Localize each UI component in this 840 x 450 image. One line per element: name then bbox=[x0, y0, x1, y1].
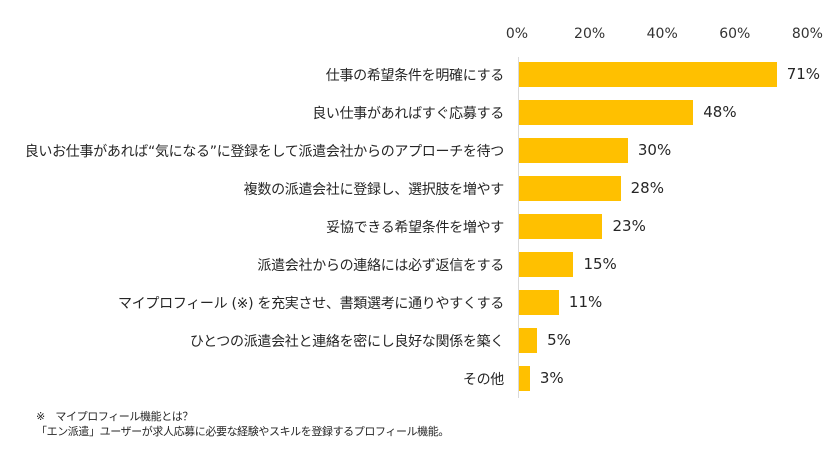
category-label: マイプロフィール (※) を充実させ、書類選考に通りやすくする bbox=[118, 296, 504, 312]
value-label: 48% bbox=[703, 103, 737, 121]
category-label: 妥協できる希望条件を増やす bbox=[326, 220, 504, 236]
category-label: ひとつの派遣会社と連絡を密にし良好な関係を築く bbox=[189, 334, 504, 350]
chart-row: 派遣会社からの連絡には必ず返信をする 15% bbox=[0, 252, 840, 278]
value-label: 11% bbox=[568, 293, 603, 311]
category-label: 仕事の希望条件を明確にする bbox=[325, 68, 505, 84]
value-label: 71% bbox=[786, 65, 821, 83]
footnote-description: 「エン派遣」ユーザーが求人応募に必要な経験やスキルを登録するプロフィール機能。 bbox=[36, 425, 449, 438]
bar bbox=[519, 100, 694, 125]
bar bbox=[519, 214, 603, 239]
x-axis-tick-label: 0% bbox=[505, 26, 529, 42]
x-axis-tick-label: 40% bbox=[646, 26, 678, 42]
value-label: 15% bbox=[583, 255, 617, 273]
category-label: 派遣会社からの連絡には必ず返信をする bbox=[257, 258, 504, 274]
category-label: 良い仕事があればすぐ応募する bbox=[312, 106, 504, 122]
chart-row: その他 3% bbox=[0, 366, 840, 392]
chart-row: 仕事の希望条件を明確にする 71% bbox=[0, 62, 840, 88]
chart-row: 良い仕事があればすぐ応募する 48% bbox=[0, 100, 840, 126]
chart-row: ひとつの派遣会社と連絡を密にし良好な関係を築く 5% bbox=[0, 328, 840, 354]
chart-row: 複数の派遣会社に登録し、選択肢を増やす 28% bbox=[0, 176, 840, 202]
y-axis-line bbox=[518, 57, 519, 398]
chart-row: 良いお仕事があれば“気になる”に登録をして派遣会社からのアプローチを待つ 30% bbox=[0, 138, 840, 164]
chart-row: 妥協できる希望条件を増やす 23% bbox=[0, 214, 840, 240]
bar bbox=[519, 290, 559, 315]
value-label: 28% bbox=[630, 179, 664, 197]
bar bbox=[519, 138, 628, 163]
x-axis-tick-label: 80% bbox=[791, 26, 823, 42]
bar bbox=[519, 252, 574, 277]
category-label: 良いお仕事があれば“気になる”に登録をして派遣会社からのアプローチを待つ bbox=[24, 144, 505, 160]
x-axis-tick-label: 60% bbox=[719, 26, 751, 42]
bar bbox=[519, 62, 777, 87]
value-label: 5% bbox=[547, 331, 571, 349]
value-label: 23% bbox=[612, 217, 646, 235]
bar bbox=[519, 328, 538, 353]
footnote-title: ※ マイプロフィール機能とは？ bbox=[36, 410, 193, 423]
value-label: 3% bbox=[539, 369, 564, 387]
chart-row: マイプロフィール (※) を充実させ、書類選考に通りやすくする 11% bbox=[0, 290, 840, 316]
bar bbox=[519, 366, 530, 391]
x-axis-tick-label: 20% bbox=[574, 26, 606, 42]
category-label: 複数の派遣会社に登録し、選択肢を増やす bbox=[243, 182, 505, 198]
bar bbox=[519, 176, 621, 201]
category-label: その他 bbox=[462, 372, 504, 388]
value-label: 30% bbox=[637, 141, 672, 159]
